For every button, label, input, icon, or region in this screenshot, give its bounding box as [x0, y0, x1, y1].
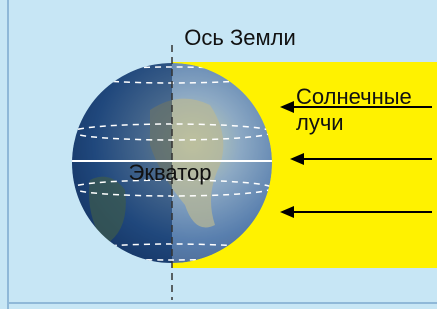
diagram: Ось Земли Солнечные лучи Экватор [0, 0, 437, 309]
axis-label: Ось Земли [184, 25, 295, 50]
equator-label: Экватор [129, 160, 212, 185]
rays-label: лучи [296, 110, 344, 135]
page: Ось Земли Солнечные лучи Экватор (() => … [0, 0, 437, 309]
rays-label: Солнечные [296, 84, 412, 109]
